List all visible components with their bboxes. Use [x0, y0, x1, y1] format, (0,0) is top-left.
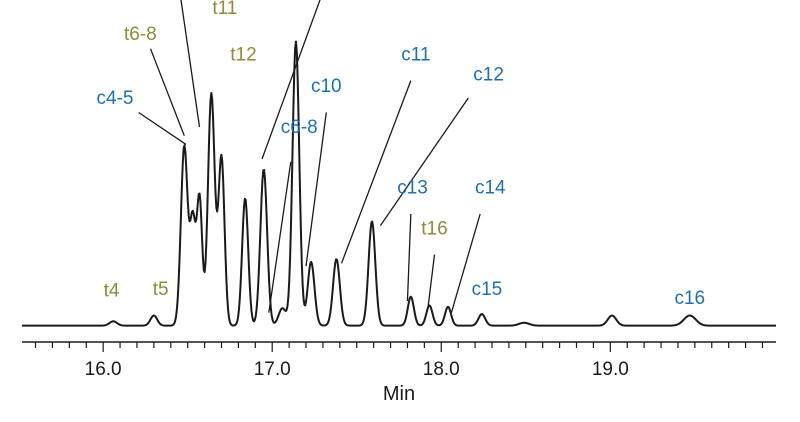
leader-line	[427, 254, 436, 310]
peak-label: c14	[475, 178, 506, 199]
x-tick-label: 16.0	[85, 359, 122, 380]
peak-label: c15	[472, 279, 503, 300]
chromatogram-trace	[21, 40, 777, 327]
peak-label: c13	[397, 178, 428, 199]
peak-label: t11	[212, 0, 237, 19]
peak-label: c4-5	[96, 88, 133, 109]
x-axis-ticks	[34, 342, 764, 352]
x-axis-title: Min	[383, 383, 415, 405]
leader-line	[379, 97, 469, 226]
peak-label: c16	[674, 288, 705, 309]
leader-line	[261, 0, 321, 160]
peak-label: t6-8	[124, 24, 157, 45]
x-axis: 16.0 17.0 18.0 19.0 Min	[22, 341, 776, 405]
leader-line	[149, 48, 185, 136]
peak-label: c12	[473, 65, 504, 86]
leader-line	[450, 213, 481, 313]
peak-label: t12	[230, 44, 256, 65]
peak-label: t5	[153, 279, 169, 300]
leader-line	[268, 161, 292, 313]
leader-line	[138, 111, 187, 145]
leader-line	[305, 112, 327, 267]
peak-label: t4	[104, 281, 120, 302]
peak-label: t16	[421, 218, 447, 239]
x-axis-tick-labels: 16.0 17.0 18.0 19.0	[85, 359, 629, 380]
leader-line	[406, 213, 412, 302]
leader-line-layer	[138, 0, 481, 313]
leader-line	[340, 80, 412, 264]
peak-label: c10	[311, 76, 342, 97]
trace-layer	[21, 40, 777, 327]
x-tick-label: 17.0	[254, 359, 291, 380]
x-tick-label: 19.0	[592, 359, 629, 380]
peak-label: c6-8	[281, 117, 318, 138]
peak-label: c11	[401, 44, 430, 65]
x-tick-label: 18.0	[423, 359, 460, 380]
leader-line	[180, 0, 201, 128]
